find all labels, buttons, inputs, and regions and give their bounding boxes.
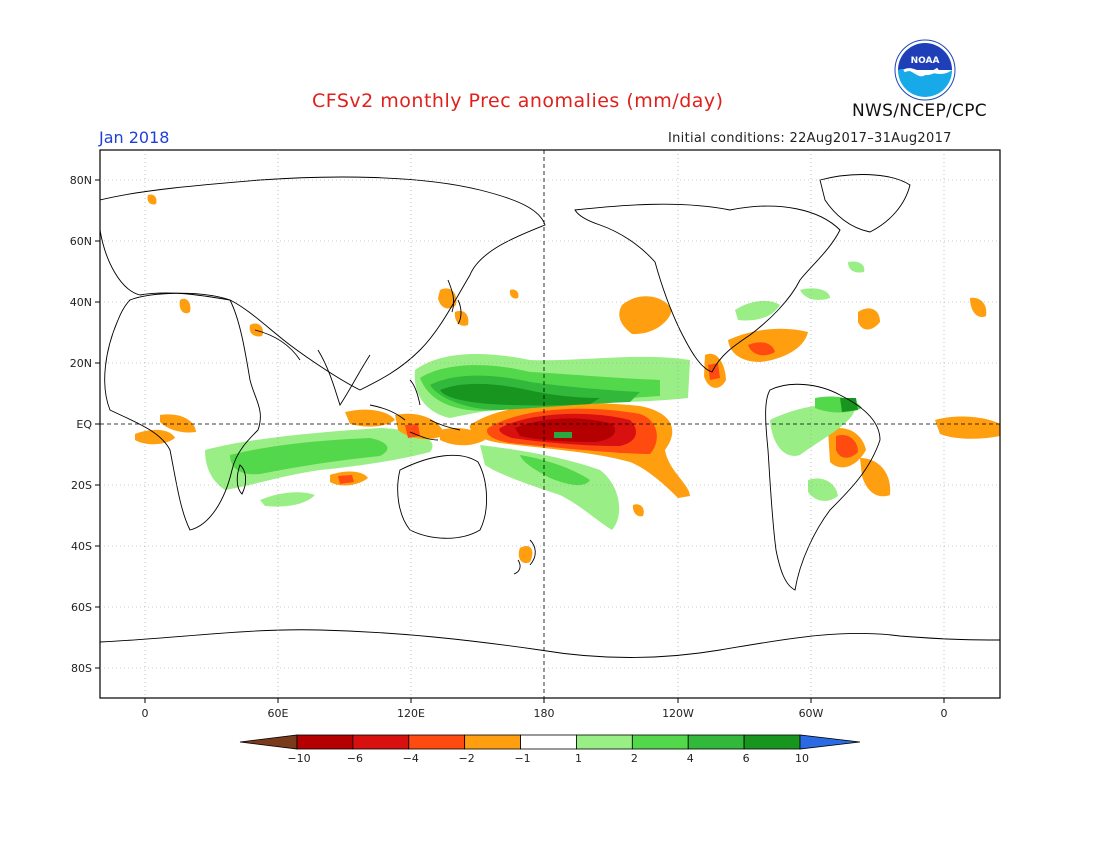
graticule [100,150,1000,698]
lat-label: 60S [71,601,92,614]
map-title: CFSv2 monthly Prec anomalies (mm/day) [312,90,724,112]
colorbar: −10 −6 −4 −2 −1 1 2 4 6 10 [239,734,861,765]
colorbar-swatch [296,734,354,750]
lat-label: 80N [70,174,92,187]
noaa-logo: NOAA [894,39,956,101]
lon-label: 60E [268,707,289,720]
colorbar-swatch [687,734,745,750]
map-frame [95,149,1001,703]
colorbar-label: −1 [514,752,530,765]
colorbar-label: 10 [795,752,809,765]
colorbar-swatch [520,734,577,750]
colorbar-label: 2 [631,752,638,765]
lat-label: 40S [71,540,92,553]
lat-label: EQ [76,418,92,431]
colorbar-label: 6 [743,752,750,765]
lon-label: 120W [662,707,694,720]
colorbar-swatch [631,734,689,750]
lon-label: 120E [397,707,425,720]
lon-label: 60W [799,707,824,720]
anomaly-shading [135,194,1000,564]
lat-label: 60N [70,235,92,248]
colorbar-swatch [576,734,633,750]
agency-label: NWS/NCEP/CPC [852,101,987,121]
colorbar-arrow-low [239,734,298,750]
lat-label: 80S [71,662,92,675]
coastlines [100,174,1000,658]
lat-label: 40N [70,296,92,309]
colorbar-label: −10 [287,752,310,765]
lon-label: 0 [142,707,149,720]
lon-label: 180 [534,707,555,720]
colorbar-label: −6 [347,752,363,765]
initial-conditions: Initial conditions: 22Aug2017–31Aug2017 [668,131,952,146]
colorbar-swatch [464,734,521,750]
axis-ticks [95,179,945,703]
colorbar-label: 1 [575,752,582,765]
colorbar-label: −4 [403,752,419,765]
colorbar-swatch [408,734,466,750]
colorbar-swatch [743,734,801,750]
svg-text:NOAA: NOAA [911,56,940,66]
lat-label: 20N [70,357,92,370]
colorbar-arrow-high [799,734,861,750]
forecast-month: Jan 2018 [99,128,170,147]
colorbar-label: −2 [459,752,475,765]
lon-label: 0 [941,707,948,720]
colorbar-swatch [352,734,410,750]
lat-label: 20S [71,479,92,492]
colorbar-label: 4 [687,752,694,765]
